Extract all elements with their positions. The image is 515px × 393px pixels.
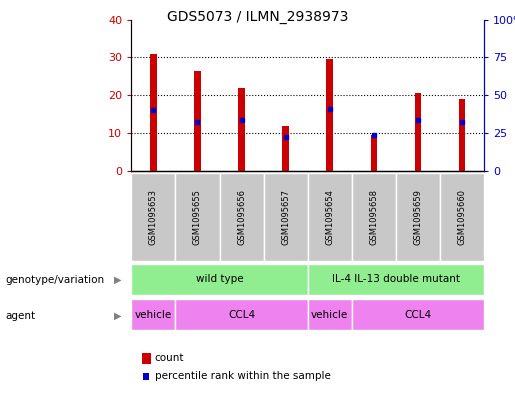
Bar — [131, 299, 176, 331]
Text: GSM1095655: GSM1095655 — [193, 189, 202, 245]
Text: ▶: ▶ — [113, 311, 121, 321]
Bar — [440, 173, 484, 261]
Bar — [415, 94, 421, 171]
Text: CCL4: CCL4 — [404, 310, 432, 320]
Text: GSM1095660: GSM1095660 — [457, 189, 467, 245]
Bar — [150, 54, 157, 171]
Text: GSM1095658: GSM1095658 — [369, 189, 379, 245]
Text: GDS5073 / ILMN_2938973: GDS5073 / ILMN_2938973 — [167, 10, 348, 24]
Text: count: count — [154, 353, 184, 363]
Bar — [131, 264, 307, 295]
Text: vehicle: vehicle — [135, 310, 172, 320]
Text: GSM1095657: GSM1095657 — [281, 189, 290, 245]
Bar — [352, 299, 484, 331]
Text: wild type: wild type — [196, 274, 243, 285]
Bar — [307, 299, 352, 331]
Bar — [264, 173, 308, 261]
Text: GSM1095653: GSM1095653 — [149, 189, 158, 245]
Bar — [194, 71, 201, 171]
Text: GSM1095654: GSM1095654 — [325, 189, 334, 245]
Bar — [219, 173, 264, 261]
Bar — [371, 135, 377, 171]
Bar — [352, 173, 396, 261]
Text: GSM1095659: GSM1095659 — [414, 189, 422, 245]
Bar — [396, 173, 440, 261]
Text: CCL4: CCL4 — [228, 310, 255, 320]
Bar — [307, 173, 352, 261]
Text: IL-4 IL-13 double mutant: IL-4 IL-13 double mutant — [332, 274, 460, 285]
Bar — [176, 173, 219, 261]
Bar — [176, 299, 307, 331]
Bar — [282, 125, 289, 171]
Text: vehicle: vehicle — [311, 310, 348, 320]
Text: percentile rank within the sample: percentile rank within the sample — [154, 371, 331, 382]
Bar — [307, 264, 484, 295]
Text: genotype/variation: genotype/variation — [5, 275, 104, 285]
Bar — [131, 173, 176, 261]
Bar — [327, 59, 333, 171]
Bar — [459, 99, 466, 171]
Text: ▶: ▶ — [113, 275, 121, 285]
Text: GSM1095656: GSM1095656 — [237, 189, 246, 245]
Bar — [238, 88, 245, 171]
Text: agent: agent — [5, 311, 35, 321]
